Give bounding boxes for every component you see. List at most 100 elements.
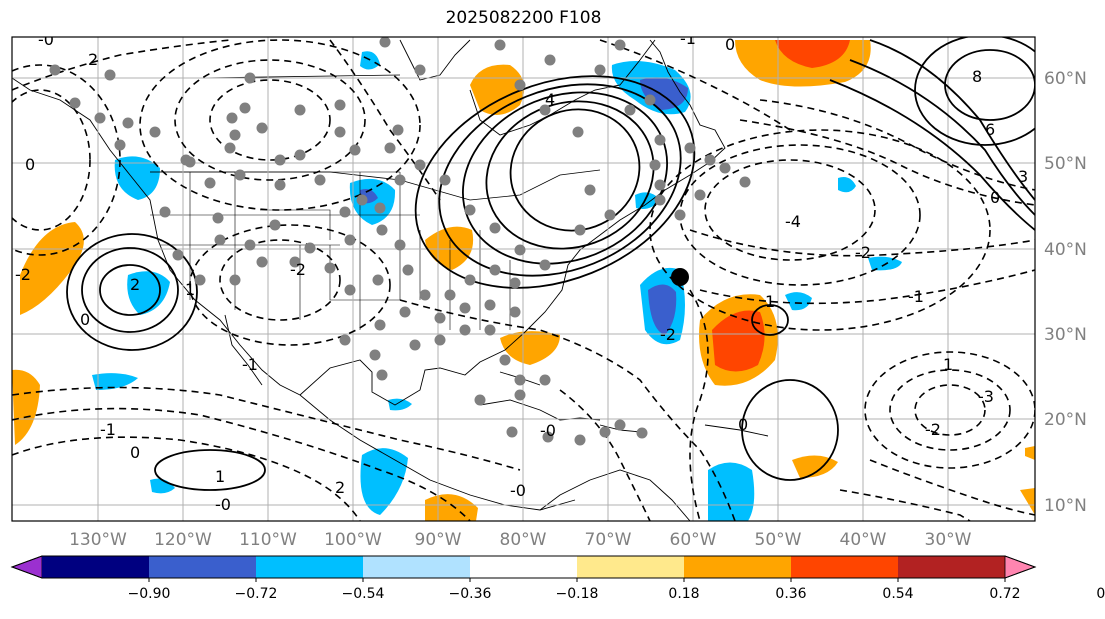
contour-label: 1 (765, 292, 775, 311)
contour-label: 0 (80, 310, 90, 329)
station-dot (294, 104, 306, 116)
station-dot (514, 79, 526, 91)
station-dot (414, 159, 426, 171)
station-dot (394, 174, 406, 186)
station-dot (539, 374, 551, 386)
station-dot (499, 354, 511, 366)
station-dot (434, 334, 446, 346)
contour-label: 2 (130, 275, 140, 294)
contour-dashed (839, 489, 971, 521)
colorbar-segment (149, 556, 257, 578)
contour-solid (741, 379, 839, 481)
station-dot (244, 239, 256, 251)
contour-solid (99, 264, 161, 316)
anomaly-blob (12, 369, 40, 445)
colorbar-tick-label: 0.18 (668, 586, 699, 602)
latitude-labels: 60°N 50°N 40°N 30°N 20°N 10°N (1044, 69, 1087, 516)
station-dot (244, 72, 256, 84)
station-dot (654, 194, 666, 206)
station-dot (334, 99, 346, 111)
station-dot (149, 126, 161, 138)
contour-solid (509, 108, 641, 232)
station-dot (94, 112, 106, 124)
lon-label: 110°W (239, 530, 297, 550)
colorbar-segment (898, 556, 1006, 578)
station-dot (584, 184, 596, 196)
colorbar-tick-label: −0.90 (128, 586, 171, 602)
station-dot (344, 234, 356, 246)
contour-label: -1 (908, 287, 924, 306)
contour-label: -1 (242, 355, 258, 374)
station-dot (392, 124, 404, 136)
station-dot (339, 206, 351, 218)
anomaly-blob (1025, 446, 1035, 460)
contour-solid (829, 79, 1035, 231)
longitude-labels: 130°W 120°W 110°W 100°W 90°W 80°W 70°W 60°W 50°W… (69, 530, 972, 550)
station-dot (464, 204, 476, 216)
anomaly-blob (785, 292, 812, 311)
contour-label: -2 (660, 325, 676, 344)
anomaly-blob (20, 222, 84, 315)
anomaly-blob (1020, 488, 1035, 515)
contour-label: 8 (972, 67, 982, 86)
station-dot (474, 394, 486, 406)
coastline (589, 469, 691, 521)
station-dot (122, 117, 134, 129)
station-dot (239, 102, 251, 114)
station-dot (274, 154, 286, 166)
colorbar-segment (577, 556, 685, 578)
station-dot (444, 289, 456, 301)
anomaly-blob (635, 192, 660, 209)
station-dot (674, 209, 686, 221)
contour-label: -0 (540, 421, 556, 440)
station-dot (409, 339, 421, 351)
contour-dashed (12, 407, 471, 521)
contour-label: -2 (855, 243, 871, 262)
colorbar-segment (684, 556, 792, 578)
station-dot (539, 104, 551, 116)
contour-dashed (689, 289, 709, 521)
contour-dashed (599, 39, 791, 131)
station-dot (334, 126, 346, 138)
map-title: 2025082200 F108 (445, 8, 602, 28)
station-dot (374, 319, 386, 331)
anomaly-blob (92, 373, 138, 390)
station-dot (402, 264, 414, 276)
lat-label: 10°N (1044, 496, 1087, 516)
colorbar-tick-label: −0.36 (449, 586, 492, 602)
colorbar-tick-label: −0.18 (556, 586, 599, 602)
station-dot (349, 144, 361, 156)
station-dot (459, 302, 471, 314)
contour-label: 3 (1018, 167, 1028, 186)
station-dot (294, 149, 306, 161)
colorbar-tick-label: −0.72 (235, 586, 278, 602)
station-dot (684, 142, 696, 154)
contour-dashed (889, 369, 1011, 451)
station-dot (419, 289, 431, 301)
station-dot (314, 174, 326, 186)
contour-dashed (559, 389, 651, 521)
contour-dashed (12, 64, 121, 256)
station-dot (644, 94, 656, 106)
station-dot (494, 39, 506, 51)
station-dot (204, 177, 216, 189)
station-dot (614, 419, 626, 431)
contour-solid (414, 75, 696, 289)
station-dot (614, 39, 626, 51)
anomaly-blob (648, 284, 677, 335)
station-dot (572, 126, 584, 138)
contour-dashed (914, 384, 986, 436)
station-dot (539, 259, 551, 271)
station-dot (394, 239, 406, 251)
contour-label: -3 (978, 387, 994, 406)
storm-center-marker (671, 268, 689, 286)
anomaly-blob (708, 462, 755, 521)
contour-solid (751, 304, 789, 336)
anomaly-blob (838, 177, 856, 193)
contour-dashed (12, 39, 231, 91)
station-dot (384, 142, 396, 154)
contour-dashed (12, 89, 91, 231)
station-dot (212, 212, 224, 224)
